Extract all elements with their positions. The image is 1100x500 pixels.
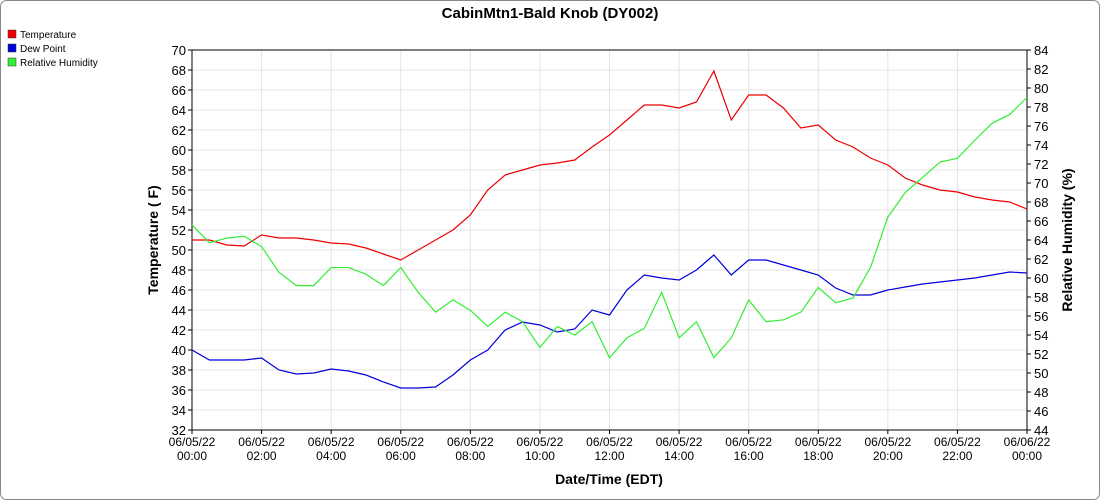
y-tick-label: 42 — [172, 323, 186, 338]
legend-label: Temperature — [20, 30, 77, 41]
y-tick-label: 46 — [172, 283, 186, 298]
y2-tick-label: 44 — [1034, 423, 1048, 438]
y-axis-label: Temperature ( F) — [145, 185, 161, 294]
y2-tick-label: 74 — [1034, 138, 1048, 153]
x-tick-label: 06/05/22 14:00 — [656, 435, 703, 463]
x-tick-label: 06/05/22 08:00 — [447, 435, 494, 463]
series-line — [192, 69, 1028, 261]
y2-tick-label: 84 — [1034, 43, 1048, 58]
y-tick-label: 38 — [172, 363, 186, 378]
x-tick-label: 06/05/22 04:00 — [308, 435, 355, 463]
y2-tick-label: 66 — [1034, 214, 1048, 229]
y-tick-label: 52 — [172, 223, 186, 238]
legend-label: Relative Humidity — [20, 58, 98, 69]
y2-tick-label: 62 — [1034, 252, 1048, 267]
y2-tick-label: 58 — [1034, 290, 1048, 305]
x-tick-label: 06/05/22 18:00 — [795, 435, 842, 463]
y2-tick-label: 54 — [1034, 328, 1048, 343]
y-tick-label: 62 — [172, 123, 186, 138]
legend-swatch — [7, 29, 17, 39]
y2-tick-label: 68 — [1034, 195, 1048, 210]
y-tick-label: 68 — [172, 63, 186, 78]
x-tick-label: 06/05/22 00:00 — [169, 435, 216, 463]
y-tick-label: 66 — [172, 83, 186, 98]
y-tick-label: 32 — [172, 423, 186, 438]
y2-tick-label: 78 — [1034, 100, 1048, 115]
y2-tick-label: 76 — [1034, 119, 1048, 134]
y-tick-label: 64 — [172, 103, 186, 118]
y-tick-label: 70 — [172, 43, 186, 58]
y-tick-label: 58 — [172, 163, 186, 178]
x-tick-label: 06/05/22 16:00 — [725, 435, 772, 463]
y-tick-label: 34 — [172, 403, 186, 418]
y2-tick-label: 48 — [1034, 385, 1048, 400]
y-tick-label: 60 — [172, 143, 186, 158]
y2-tick-label: 50 — [1034, 366, 1048, 381]
series-line — [191, 254, 1028, 389]
y-tick-label: 50 — [172, 243, 186, 258]
y2-tick-label: 46 — [1034, 404, 1048, 419]
x-tick-label: 06/05/22 06:00 — [377, 435, 424, 463]
x-tick-label: 06/06/22 00:00 — [1004, 435, 1051, 463]
series-line — [191, 97, 1028, 359]
y2-tick-label: 52 — [1034, 347, 1048, 362]
y-tick-label: 56 — [172, 183, 186, 198]
x-axis-label: Date/Time (EDT) — [555, 471, 663, 487]
y2-tick-label: 60 — [1034, 271, 1048, 286]
y2-tick-label: 80 — [1034, 81, 1048, 96]
x-tick-label: 06/05/22 22:00 — [934, 435, 981, 463]
y-tick-label: 44 — [172, 303, 186, 318]
y2-tick-label: 70 — [1034, 176, 1048, 191]
y-tick-label: 54 — [172, 203, 186, 218]
y-tick-label: 40 — [172, 343, 186, 358]
chart-title: CabinMtn1-Bald Knob (DY002) — [442, 5, 659, 22]
legend-swatch — [7, 43, 17, 53]
x-tick-label: 06/05/22 12:00 — [586, 435, 633, 463]
y2-tick-label: 56 — [1034, 309, 1048, 324]
legend-label: Dew Point — [20, 44, 66, 55]
x-tick-label: 06/05/22 20:00 — [864, 435, 911, 463]
y2-tick-label: 64 — [1034, 233, 1048, 248]
x-tick-label: 06/05/22 10:00 — [517, 435, 564, 463]
y-tick-label: 36 — [172, 383, 186, 398]
y2-axis-label: Relative Humidity (%) — [1059, 168, 1075, 311]
x-tick-label: 06/05/22 02:00 — [238, 435, 285, 463]
y2-tick-label: 72 — [1034, 157, 1048, 172]
y-tick-label: 48 — [172, 263, 186, 278]
y2-tick-label: 82 — [1034, 62, 1048, 77]
legend-swatch — [7, 57, 17, 67]
